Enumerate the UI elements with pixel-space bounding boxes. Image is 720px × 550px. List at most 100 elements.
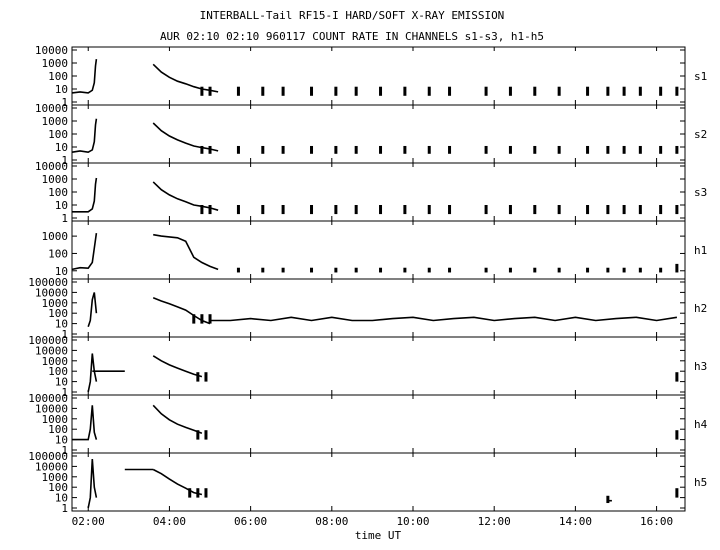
data-burst xyxy=(638,86,642,96)
panel-frame xyxy=(71,104,686,164)
channel-label: s1 xyxy=(694,70,707,83)
x-tick-label: 08:00 xyxy=(315,515,348,528)
channel-label: h2 xyxy=(694,302,707,315)
data-burst xyxy=(675,488,679,498)
channel-label: h3 xyxy=(694,360,707,373)
data-burst xyxy=(533,145,537,154)
y-tick-label: 10000 xyxy=(35,286,68,299)
channel-label: s3 xyxy=(694,186,707,199)
data-burst xyxy=(622,145,626,154)
data-burst xyxy=(508,205,512,215)
y-tick-label: 100000 xyxy=(28,392,68,405)
data-burst xyxy=(675,205,679,215)
data-burst xyxy=(586,205,590,215)
y-tick-label: 100 xyxy=(48,247,68,260)
data-burst xyxy=(200,314,204,324)
panel-frame xyxy=(71,394,686,454)
data-burst xyxy=(200,205,204,215)
y-tick-label: 1000 xyxy=(42,230,69,243)
chart-subtitle: AUR 02:10 02:10 960117 COUNT RATE IN CHA… xyxy=(160,30,544,43)
y-tick-label: 100000 xyxy=(28,334,68,347)
data-burst xyxy=(638,205,642,215)
data-burst xyxy=(354,145,358,154)
data-burst xyxy=(204,372,208,382)
y-tick-label: 1 xyxy=(61,328,68,341)
data-burst xyxy=(334,145,338,154)
data-burst xyxy=(533,267,537,273)
y-tick-label: 10 xyxy=(55,376,68,389)
data-burst xyxy=(208,314,212,324)
data-burst xyxy=(200,145,204,154)
y-tick-label: 10000 xyxy=(35,402,68,415)
data-burst xyxy=(427,267,431,273)
data-burst xyxy=(310,267,314,273)
data-burst xyxy=(622,86,626,96)
panel-frame xyxy=(71,46,686,106)
y-tick-label: 10 xyxy=(55,83,68,96)
series-line xyxy=(71,232,98,271)
data-burst xyxy=(675,430,679,440)
chart-title: INTERBALL-Tail RF15-I HARD/SOFT X-RAY EM… xyxy=(200,9,505,22)
y-tick-label: 100000 xyxy=(28,276,68,289)
y-tick-label: 100 xyxy=(48,365,68,378)
series-line xyxy=(87,353,98,393)
series-line xyxy=(71,118,98,154)
x-tick-label: 16:00 xyxy=(640,515,673,528)
data-burst xyxy=(208,145,212,154)
channel-label: h4 xyxy=(694,418,708,431)
series-line xyxy=(72,177,98,213)
data-burst xyxy=(484,267,488,273)
data-burst xyxy=(196,372,200,382)
data-burst xyxy=(281,267,285,273)
data-burst xyxy=(208,86,212,96)
data-burst xyxy=(675,263,679,273)
series-line xyxy=(152,404,203,435)
y-tick-label: 1000 xyxy=(42,297,69,310)
y-tick-label: 100 xyxy=(48,481,68,494)
data-burst xyxy=(192,314,196,324)
data-burst xyxy=(586,86,590,96)
data-burst xyxy=(403,145,407,154)
data-burst xyxy=(508,86,512,96)
x-tick-label: 14:00 xyxy=(559,515,592,528)
panels: 110100100010000s1110100100010000s2110100… xyxy=(28,44,707,515)
data-burst xyxy=(606,495,610,504)
data-burst xyxy=(354,267,358,273)
data-burst xyxy=(557,205,561,215)
y-tick-label: 1 xyxy=(61,386,68,399)
y-tick-label: 10000 xyxy=(35,102,68,115)
data-burst xyxy=(334,86,338,96)
y-tick-label: 1 xyxy=(61,154,68,167)
data-burst xyxy=(196,430,200,440)
series-line xyxy=(152,468,203,496)
y-tick-label: 10 xyxy=(55,492,68,505)
series-line xyxy=(87,459,98,509)
data-burst xyxy=(261,86,265,96)
x-tick-label: 12:00 xyxy=(478,515,511,528)
data-burst xyxy=(354,86,358,96)
series-line xyxy=(152,63,219,93)
panel-h1: 10 100 1000 h1 xyxy=(42,220,707,280)
x-axis: 02:00 04:00 06:00 08:00 10:00 12:00 14:00 16:00 xyxy=(72,515,673,528)
y-tick-label: 100 xyxy=(48,70,68,83)
data-burst xyxy=(261,205,265,215)
data-burst xyxy=(403,205,407,215)
data-burst xyxy=(533,205,537,215)
y-tick-label: 100 xyxy=(48,307,68,320)
y-tick-label: 100 xyxy=(48,128,68,141)
data-burst xyxy=(448,86,452,96)
y-tick-label: 1000 xyxy=(42,471,69,484)
y-tick-label: 1 xyxy=(61,444,68,457)
data-burst xyxy=(281,86,285,96)
data-burst xyxy=(622,267,626,273)
data-burst xyxy=(484,205,488,215)
data-burst xyxy=(281,205,285,215)
data-burst xyxy=(196,488,200,498)
series-line xyxy=(71,58,98,94)
data-burst xyxy=(379,205,383,215)
series-line xyxy=(152,181,219,211)
